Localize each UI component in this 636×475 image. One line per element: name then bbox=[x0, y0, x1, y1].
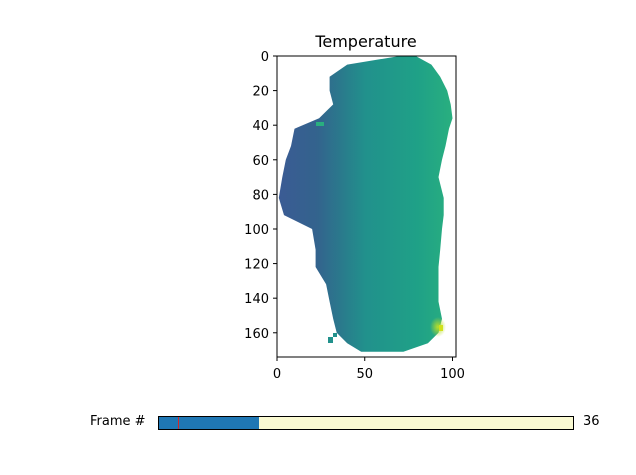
island-fragment bbox=[328, 337, 333, 343]
y-tick-label: 40 bbox=[252, 119, 269, 134]
x-tick-label: 50 bbox=[356, 367, 373, 382]
island-fragment-2 bbox=[333, 333, 337, 337]
x-tick-label: 0 bbox=[273, 367, 281, 382]
y-axis-ticks: 0 20 40 60 80 100 120 140 160 bbox=[244, 50, 277, 342]
x-tick-label: 100 bbox=[440, 367, 465, 382]
frame-slider-initial-marker bbox=[178, 417, 180, 429]
chart-title: Temperature bbox=[314, 32, 416, 51]
temperature-field bbox=[278, 56, 453, 352]
plot-frame bbox=[276, 55, 457, 358]
frame-slider[interactable] bbox=[158, 416, 574, 430]
y-tick-label: 80 bbox=[252, 188, 269, 203]
y-tick-label: 20 bbox=[252, 85, 269, 100]
warm-spot bbox=[430, 317, 446, 337]
frame-slider-label: Frame # bbox=[90, 414, 146, 429]
y-tick-label: 60 bbox=[252, 154, 269, 169]
x-axis-ticks: 0 50 100 bbox=[273, 357, 465, 382]
frame-slider-fill bbox=[159, 417, 260, 429]
frame-slider-row: Frame # 36 bbox=[0, 410, 636, 436]
frame-slider-value: 36 bbox=[583, 414, 600, 429]
y-tick-label: 160 bbox=[244, 327, 269, 342]
plot-area bbox=[278, 56, 453, 352]
y-tick-label: 0 bbox=[261, 50, 269, 65]
inlet-fragment bbox=[316, 122, 324, 126]
y-tick-label: 120 bbox=[244, 258, 269, 273]
warm-spot-core bbox=[439, 325, 443, 331]
y-tick-label: 100 bbox=[244, 223, 269, 238]
y-tick-label: 140 bbox=[244, 292, 269, 307]
